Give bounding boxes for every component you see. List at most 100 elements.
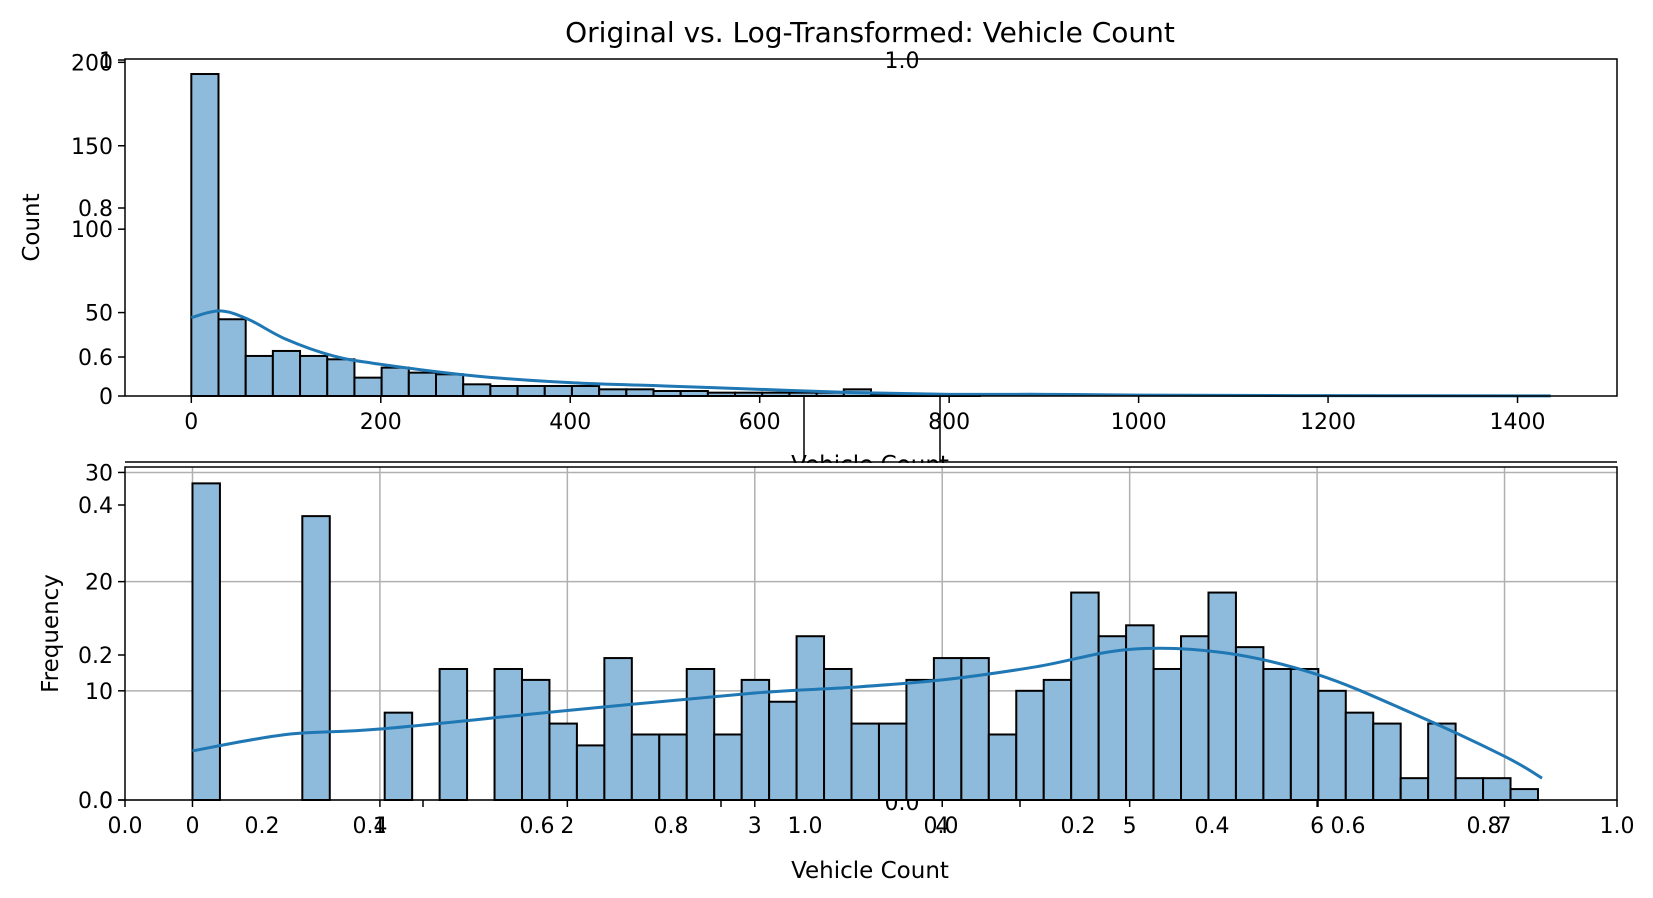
bottom-histogram-panel: 0 1 2 3 4 5 6 7 0 10 20 30 Frequency Vehicle Count 0.0… [38, 461, 1635, 884]
histogram-bar-48 [1509, 788, 1539, 802]
extra-x2-tick-label-2: 0.6 [520, 814, 555, 839]
y-tick-label-3: 150 [71, 135, 113, 160]
histogram-bar-12 [516, 384, 546, 398]
histogram-bar-13 [543, 384, 573, 398]
histogram-bar-15 [603, 657, 633, 801]
histogram-bar-34 [1125, 624, 1155, 801]
histogram-bar-2 [244, 354, 274, 397]
histogram-bar-38 [1234, 646, 1265, 801]
histogram-bar-44 [1399, 777, 1430, 802]
histogram-bar-13 [548, 722, 578, 802]
histogram-bar-23 [823, 667, 853, 801]
x-tick-label-4: 4 [935, 814, 949, 839]
x-axis-label: Vehicle Count [791, 858, 949, 884]
x-tick-label-0: 0 [184, 410, 198, 435]
x-tick-label-1: 200 [360, 410, 402, 435]
extra-x2-tick-label-4: 1.0 [788, 814, 823, 839]
histogram-bar-31 [1042, 678, 1073, 801]
histogram-bar-4 [301, 515, 331, 802]
histogram-bar-24 [850, 722, 880, 802]
x-tick-label-1: 1 [373, 814, 387, 839]
extra-x-tick-label-right: 1.0 [1600, 814, 1635, 839]
extra-x2-tick-label-0: 0.2 [245, 814, 280, 839]
x-tick-label-6: 1200 [1300, 410, 1356, 435]
extra-x-tick-label-left: 0.0 [108, 814, 143, 839]
artifact-top-label: 1.0 [885, 49, 920, 74]
histogram-bar-18 [685, 667, 716, 801]
histogram-bar-20 [740, 678, 771, 801]
extra-y-tick-label-1: 0.2 [78, 644, 113, 669]
histogram-bar-5 [326, 358, 356, 397]
histogram-bar-12 [520, 678, 551, 801]
histogram-bar-10 [462, 383, 492, 397]
extra-y-tick-label-2: 0.4 [78, 494, 113, 519]
x-tick-label-6: 6 [1310, 814, 1324, 839]
extra-x2-tick-label-1: 0.4 [353, 814, 388, 839]
histogram-bar-32 [1070, 591, 1100, 801]
histogram-bar-17 [658, 733, 688, 802]
x-tick-label-3: 3 [748, 814, 762, 839]
overlapping-axes-artifacts: 1.0 Vehicle Count 0.0 [125, 49, 1617, 816]
x-tick-label-5: 1000 [1111, 410, 1167, 435]
figure-title: Original vs. Log-Transformed: Vehicle Co… [565, 16, 1175, 49]
artifact-xlabel-mask [760, 463, 980, 477]
histogram-bar-28 [960, 657, 990, 801]
histogram-bar-1 [217, 318, 247, 397]
histogram-bar-42 [1344, 711, 1375, 802]
extra-x2-tick-label-8: 0.6 [1331, 814, 1366, 839]
extra-y-tick-label-1: 0.8 [78, 197, 113, 222]
histogram-bar-46 [1454, 777, 1485, 802]
histogram-bar-14 [575, 744, 606, 802]
extra-y-tick-label-0: 0.6 [78, 346, 113, 371]
histogram-bar-22 [795, 635, 826, 801]
x-tick-label-4: 800 [928, 410, 970, 435]
histogram-bar-35 [1152, 667, 1183, 801]
histogram-bar-45 [1427, 722, 1457, 802]
histogram-bar-21 [768, 700, 798, 802]
extra-y-tick-label-0: 0.0 [78, 789, 113, 814]
histogram-bar-43 [1372, 722, 1402, 802]
histogram-bar-11 [489, 384, 519, 398]
histogram-bar-39 [1262, 667, 1292, 801]
histogram-bar-16 [625, 388, 655, 397]
extra-x2-tick-label-9: 0.8 [1467, 814, 1502, 839]
histogram-bar-17 [652, 389, 682, 398]
histogram-bar-41 [1317, 689, 1347, 802]
histogram-bar-16 [630, 733, 661, 802]
extra-x2-tick-label-6: 0.2 [1061, 814, 1096, 839]
histogram-bar-18 [679, 389, 709, 398]
y-tick-label-0: 0 [99, 789, 113, 814]
x-tick-label-7: 1400 [1490, 410, 1546, 435]
axes-frame [124, 58, 1618, 397]
histogram-bar-26 [905, 678, 935, 801]
axes-frame [124, 466, 1618, 801]
extra-x2-tick-label-7: 0.4 [1195, 814, 1230, 839]
y-tick-label-0: 0 [99, 385, 113, 410]
histogram-bar-9 [438, 667, 469, 801]
histogram-bar-15 [598, 388, 628, 397]
histogram-bar-14 [570, 384, 601, 398]
histogram-bar-6 [353, 376, 383, 398]
histogram-bar-47 [1482, 777, 1512, 802]
histogram-bar-19 [713, 733, 743, 802]
histogram-bar-8 [407, 371, 437, 397]
histogram-bar-25 [877, 722, 908, 802]
x-tick-label-0: 0 [185, 814, 199, 839]
histogram-bar-30 [1015, 689, 1045, 802]
x-tick-label-5: 5 [1123, 814, 1137, 839]
histogram-bar-9 [434, 373, 465, 398]
histogram-bar-29 [987, 733, 1018, 802]
y-tick-label-2: 100 [71, 218, 113, 243]
histogram-bar-4 [299, 354, 329, 397]
extra-y-tick-label-2: 1 [99, 49, 113, 74]
x-tick-label-3: 600 [739, 410, 781, 435]
y-tick-label-2: 20 [85, 571, 113, 596]
extra-x2-tick-label-5: 0.0 [924, 814, 959, 839]
histogram-bar-33 [1097, 635, 1128, 801]
extra-x2-tick-label-3: 0.8 [654, 814, 689, 839]
x-tick-label-2: 400 [549, 410, 591, 435]
y-tick-label-1: 10 [85, 680, 113, 705]
histogram-bar-3 [271, 349, 302, 397]
x-tick-label-7: 7 [1498, 814, 1512, 839]
y-tick-label-4: 200 [71, 51, 113, 76]
